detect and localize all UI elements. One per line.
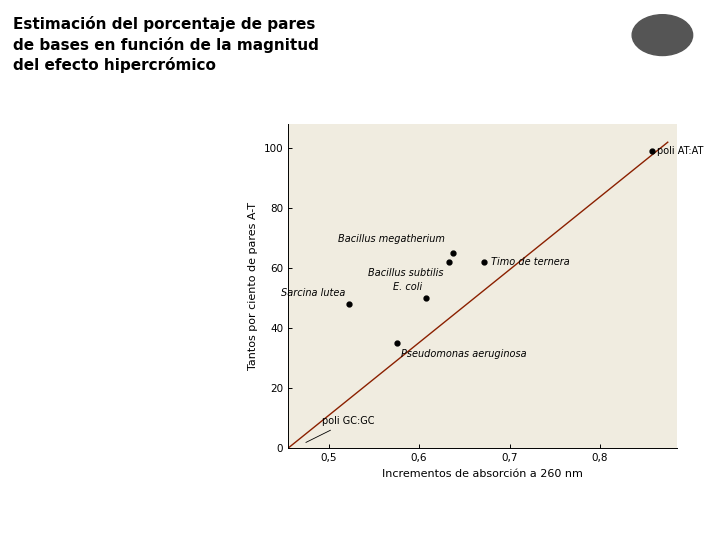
Text: Estimación del porcentaje de pares
de bases en función de la magnitud
del efecto: Estimación del porcentaje de pares de ba… [13,16,319,73]
Text: poli AT:AT: poli AT:AT [657,146,703,156]
Text: Bacillus subtilis: Bacillus subtilis [368,268,444,278]
Text: Bacillus megatherium: Bacillus megatherium [338,234,444,244]
X-axis label: Incrementos de absorción a 260 nm: Incrementos de absorción a 260 nm [382,469,582,478]
Text: Sarcina lutea: Sarcina lutea [281,288,345,298]
Text: Pseudomonas aeruginosa: Pseudomonas aeruginosa [401,349,526,359]
Text: E. coli: E. coli [393,282,423,292]
Circle shape [632,15,693,56]
Text: Timo de ternera: Timo de ternera [490,257,570,267]
Text: poli GC:GC: poli GC:GC [306,416,375,442]
Y-axis label: Tantos por ciento de pares A-T: Tantos por ciento de pares A-T [248,202,258,370]
